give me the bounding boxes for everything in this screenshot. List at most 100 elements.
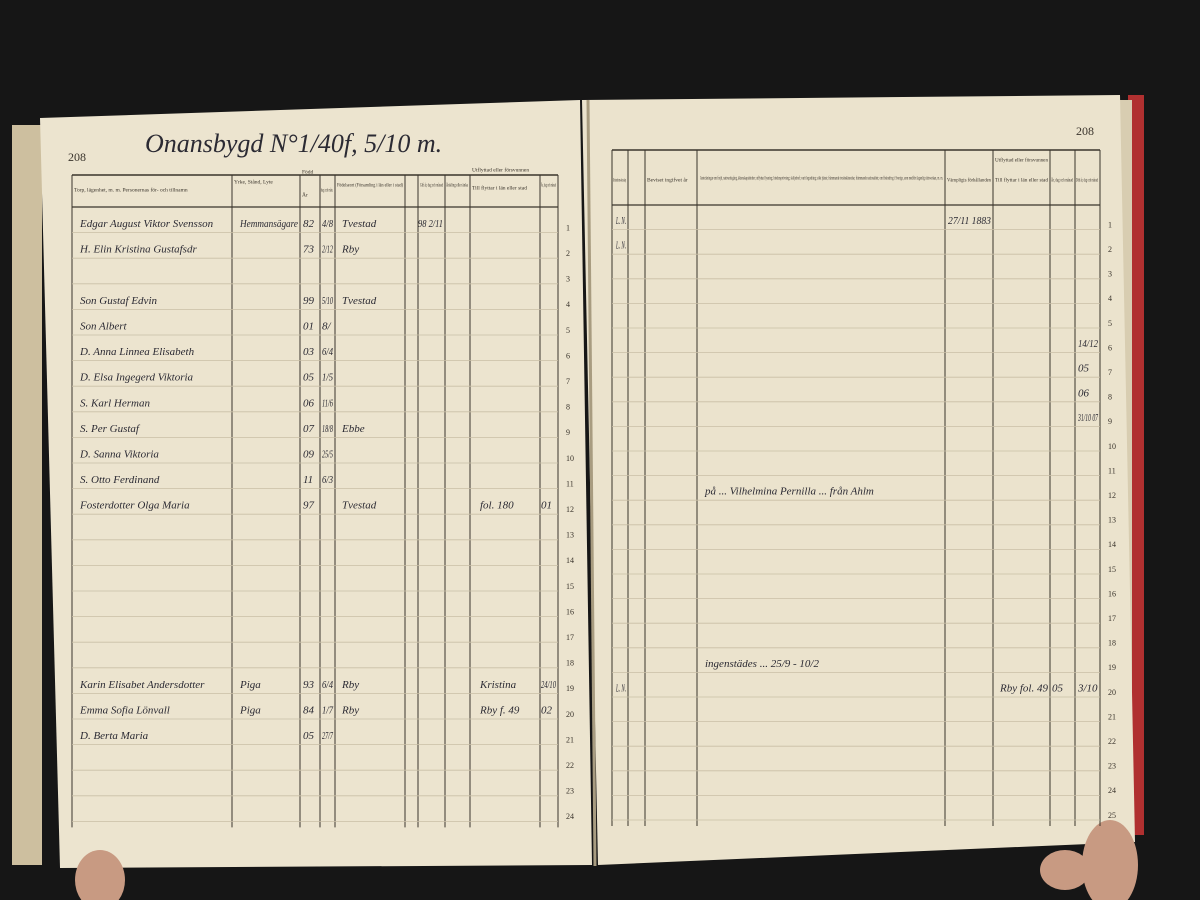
row-number: 24 <box>566 812 574 821</box>
column-header: Anteckningar om frejd, nattvardsgång, äk… <box>700 174 943 181</box>
row-number: 3 <box>566 275 570 284</box>
right-page <box>582 95 1135 865</box>
handwritten-entry: Rby <box>341 244 359 256</box>
row-number: 22 <box>1108 737 1116 746</box>
handwritten-entry: Kristina <box>479 679 517 691</box>
column-header: Utflyttad eller försvunnen <box>995 156 1048 163</box>
row-number: 1 <box>1108 220 1112 229</box>
row-number: 2 <box>566 249 570 258</box>
handwritten-entry: 11/6 <box>322 397 333 409</box>
handwritten-entry: Piga <box>239 679 261 691</box>
handwritten-entry: Emma Sofia Lönvall <box>79 705 170 717</box>
column-header: År <box>302 190 308 198</box>
handwritten-entry: 02 <box>541 705 553 717</box>
handwritten-entry: 97 <box>303 500 315 512</box>
row-number: 17 <box>1108 614 1116 623</box>
handwritten-entry: 05 <box>1078 363 1090 375</box>
row-number: 8 <box>566 403 570 412</box>
hand <box>75 850 125 900</box>
handwritten-entry: 2/12 <box>322 244 333 256</box>
row-number: 5 <box>1108 319 1112 328</box>
row-number: 19 <box>1108 663 1116 672</box>
row-number: 16 <box>566 607 574 616</box>
handwritten-entry: 5/10 <box>322 295 333 307</box>
handwritten-entry: D. Elsa Ingegerd Viktoria <box>79 372 194 384</box>
row-number: 2 <box>1108 245 1112 254</box>
handwritten-entry: H. Elin Kristina Gustafsdr <box>79 244 197 256</box>
column-header: Yrke, Stånd, Lyte <box>234 178 273 185</box>
handwritten-entry: 06 <box>1078 387 1090 399</box>
page-title: Onansbygd N°1/40f, 5/10 m. <box>145 129 442 158</box>
row-number: 8 <box>1108 393 1112 402</box>
handwritten-entry: D. Berta Maria <box>79 730 149 742</box>
handwritten-entry: 11 <box>303 474 313 486</box>
handwritten-entry: Hemmansägare <box>239 218 298 230</box>
row-number: 12 <box>1108 491 1116 500</box>
column-header: Kristendoms-kunskap <box>613 177 626 183</box>
handwritten-entry: 8/ <box>322 321 332 333</box>
handwritten-entry: 99 <box>303 295 315 307</box>
hand <box>1040 850 1090 890</box>
row-number: 21 <box>566 735 574 744</box>
handwritten-entry: 1/5 <box>322 372 333 384</box>
handwritten-entry: 73 <box>303 244 315 256</box>
row-number: 7 <box>566 377 570 386</box>
column-header: Torp, lägenhet, m. m. Personernas för- o… <box>74 186 188 193</box>
handwritten-entry: ingenstädes ... 25/9 - 10/2 <box>705 658 819 670</box>
handwritten-entry: 27/7 <box>322 730 333 742</box>
handwritten-entry: Edgar August Viktor Svensson <box>79 218 214 230</box>
handwritten-entry: 14/12 <box>1078 338 1098 350</box>
handwritten-entry: Son Albert <box>80 321 127 333</box>
row-number: 21 <box>1108 712 1116 721</box>
handwritten-entry: Tvestad <box>342 218 377 230</box>
handwritten-entry: S. Otto Ferdinand <box>80 474 160 486</box>
row-number: 14 <box>1108 540 1116 549</box>
handwritten-entry: Rby <box>341 705 359 717</box>
handwritten-entry: 06 <box>303 397 315 409</box>
handwritten-entry: D. Sanna Viktoria <box>79 449 159 461</box>
hand <box>1082 820 1138 900</box>
row-number: 10 <box>566 454 574 463</box>
column-header: Utflyttad eller försvunnen <box>472 166 529 173</box>
handwritten-entry: L. N. <box>616 215 626 227</box>
row-number: 1 <box>566 223 570 232</box>
row-number: 17 <box>566 633 574 642</box>
row-number: 11 <box>1108 466 1116 475</box>
handwritten-entry: 05 <box>303 372 315 384</box>
left-page <box>40 100 592 868</box>
handwritten-entry: 03 <box>303 346 315 358</box>
handwritten-entry: 31/10 07 <box>1077 412 1098 424</box>
row-number: 9 <box>1108 417 1112 426</box>
column-header: Till flyttar i län eller stad <box>472 184 527 191</box>
handwritten-entry: Karin Elisabet Andersdotter <box>79 679 205 691</box>
handwritten-entry: 05 <box>1052 683 1064 695</box>
row-number: 6 <box>1108 343 1112 352</box>
row-number: 23 <box>1108 762 1116 771</box>
handwritten-entry: Fosterdotter Olga Maria <box>79 500 190 512</box>
handwritten-entry: L. N. <box>616 240 626 252</box>
handwritten-entry: på ... Vilhelmina Pernilla ... från Ahlm <box>704 486 874 498</box>
column-header: Änkling eller änka <box>446 181 468 188</box>
row-number: 4 <box>1108 294 1112 303</box>
row-number: 4 <box>566 300 570 309</box>
row-number: 12 <box>566 505 574 514</box>
handwritten-entry: 27/11 1883 <box>948 215 991 227</box>
page-number: 208 <box>68 150 86 164</box>
handwritten-entry: Rby fol. 49 <box>999 683 1048 695</box>
handwritten-entry: D. Anna Linnea Elisabeth <box>79 346 195 358</box>
handwritten-entry: 6/4 <box>322 346 333 358</box>
handwritten-entry: 18/8 <box>322 423 333 435</box>
row-number: 13 <box>1108 516 1116 525</box>
handwritten-entry: Rby f. 49 <box>479 705 520 717</box>
handwritten-entry: S. Per Gustaf <box>80 423 141 435</box>
row-number: 11 <box>566 479 574 488</box>
handwritten-entry: S. Karl Herman <box>80 397 150 409</box>
handwritten-entry: L. N. <box>616 683 626 695</box>
column-header: Födelseort (Församling i län eller i sta… <box>337 181 403 188</box>
handwritten-entry: Tvestad <box>342 500 377 512</box>
handwritten-entry: Rby <box>341 679 359 691</box>
handwritten-entry: 82 <box>303 218 315 230</box>
handwritten-entry: Ebbe <box>341 423 365 435</box>
row-number: 9 <box>566 428 570 437</box>
row-number: 22 <box>566 761 574 770</box>
